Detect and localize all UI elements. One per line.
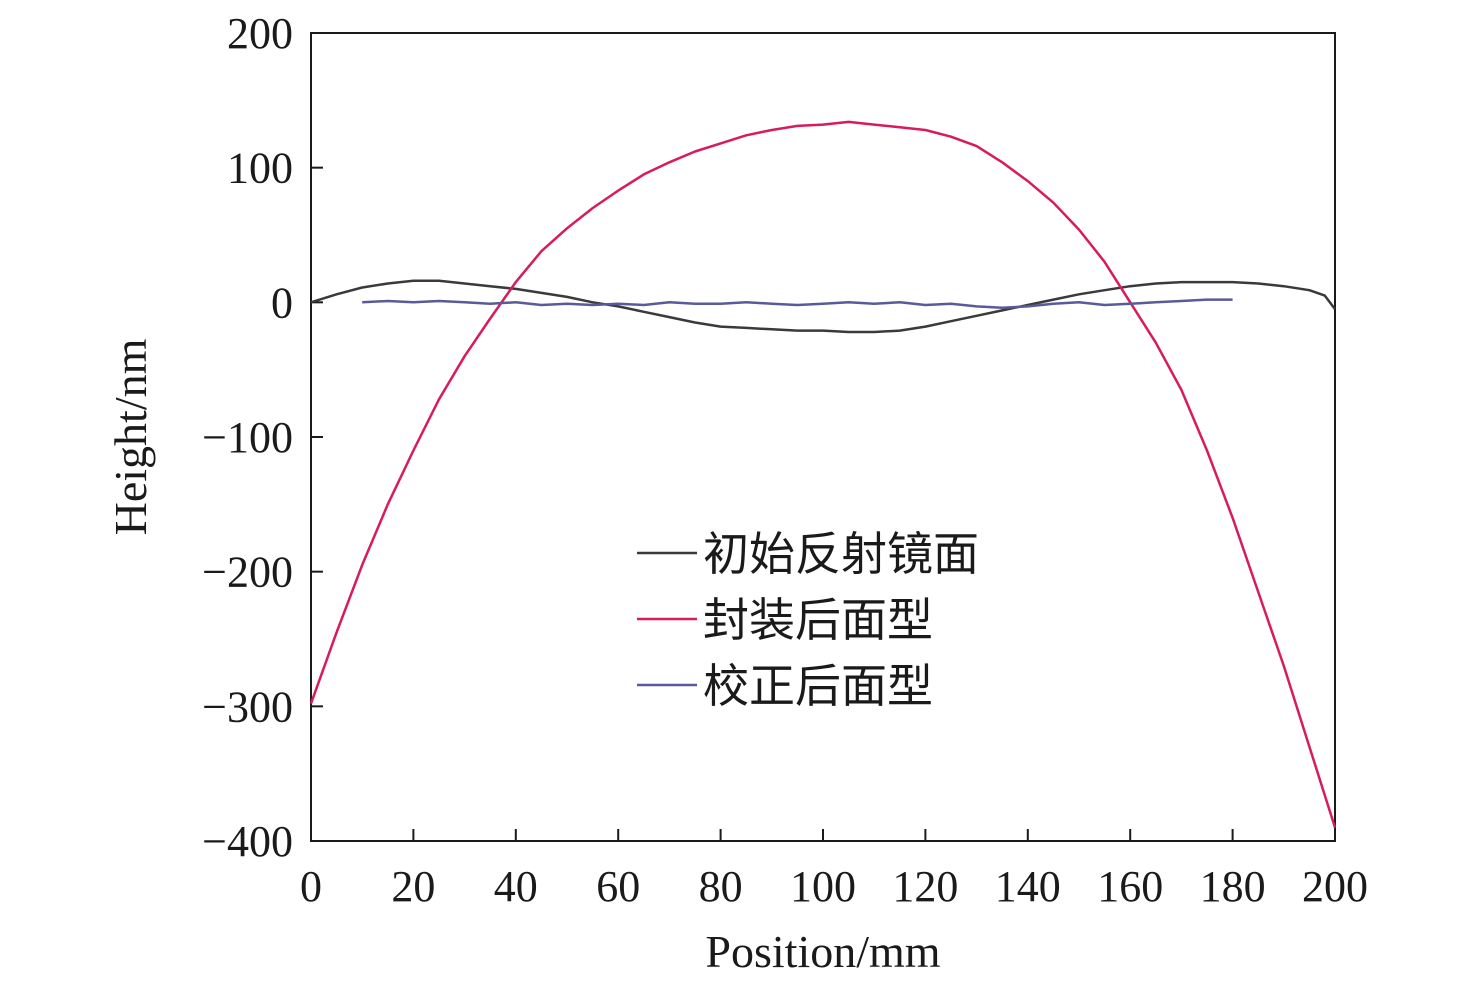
- series-line-3: [362, 298, 1233, 309]
- x-tick-label: 20: [391, 862, 435, 911]
- y-axis-title: Height/nm: [105, 338, 156, 535]
- series-layer: [309, 120, 1337, 828]
- x-tick-label: 60: [596, 862, 640, 911]
- y-tick-label: 0: [271, 278, 293, 327]
- x-axis-ticks: 0 20 40 60 80 100 120 140 160 180 200: [300, 829, 1368, 911]
- x-tick-label: 40: [494, 862, 538, 911]
- y-tick-label: 200: [227, 9, 293, 58]
- x-tick-label: 80: [699, 862, 743, 911]
- x-tick-label: 120: [892, 862, 958, 911]
- x-tick-label: 160: [1097, 862, 1163, 911]
- y-tick-label: −300: [202, 682, 293, 731]
- y-tick-label: −100: [202, 413, 293, 462]
- y-axis-ticks: −400 −300 −200 −100 0 100 200: [202, 9, 323, 866]
- series-line-1: [310, 279, 1336, 334]
- x-tick-label: 140: [995, 862, 1061, 911]
- legend-label-1: 初始反射镜面: [703, 527, 979, 581]
- x-tick-label: 200: [1302, 862, 1368, 911]
- x-tick-label: 180: [1200, 862, 1266, 911]
- x-tick-label: 0: [300, 862, 322, 911]
- plot-frame: [310, 32, 1336, 842]
- y-tick-label: −200: [202, 548, 293, 597]
- x-axis-title: Position/mm: [705, 926, 940, 977]
- series-line-2: [309, 120, 1337, 828]
- legend-label-2: 封装后面型: [703, 593, 933, 647]
- y-tick-label: 100: [227, 144, 293, 193]
- legend-label-3: 校正后面型: [703, 659, 933, 713]
- x-tick-label: 100: [790, 862, 856, 911]
- y-tick-label: −400: [202, 817, 293, 866]
